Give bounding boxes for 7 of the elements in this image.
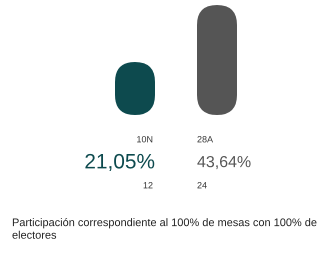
text: Participación correspondiente al 100% de mesas con 100% de electores (12, 218, 316, 239)
text: 12 (144, 182, 153, 188)
data-label: 21,05% (85, 154, 154, 172)
x-tick-label: 28A (197, 136, 214, 142)
data-label: 43,64% (197, 156, 251, 170)
text: 24 (197, 182, 207, 188)
x-tick-label: 10N (137, 136, 152, 142)
